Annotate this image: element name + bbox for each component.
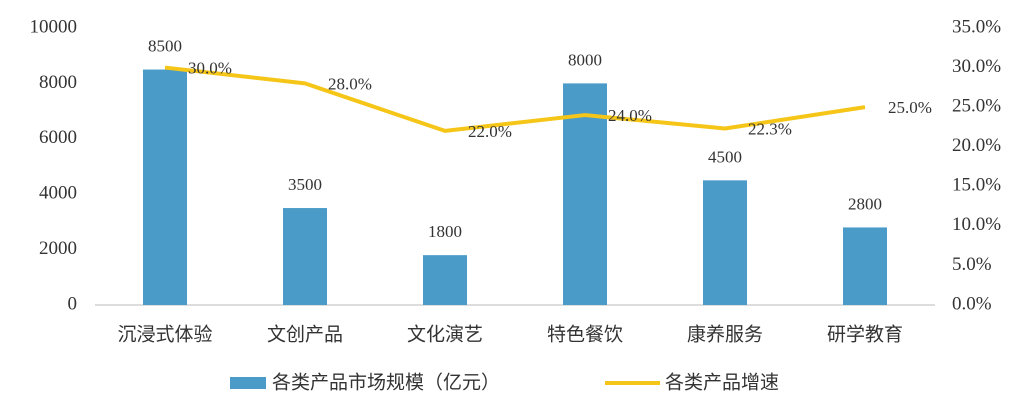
legend-label: 各类产品增速 xyxy=(665,371,779,393)
bar xyxy=(563,83,607,306)
bar-value-label: 1800 xyxy=(428,222,462,241)
x-tick-label: 文创产品 xyxy=(267,323,343,345)
y2-tick-label: 35.0% xyxy=(952,16,1001,37)
bar xyxy=(283,208,327,305)
line-value-label: 30.0% xyxy=(188,58,232,77)
y2-tick-label: 25.0% xyxy=(952,96,1001,117)
y2-tick-label: 20.0% xyxy=(952,135,1001,156)
x-tick-label: 沉浸式体验 xyxy=(117,323,212,345)
y-tick-label: 8000 xyxy=(39,72,77,93)
y-tick-label: 4000 xyxy=(39,183,77,204)
bar-value-label: 4500 xyxy=(708,147,742,166)
y-tick-label: 2000 xyxy=(39,238,77,259)
bar xyxy=(703,180,747,305)
y-tick-label: 0 xyxy=(68,293,78,314)
x-tick-label: 康养服务 xyxy=(687,323,763,345)
line-value-label: 28.0% xyxy=(328,74,372,93)
y2-tick-label: 5.0% xyxy=(952,254,992,275)
bar xyxy=(143,69,187,305)
line xyxy=(164,65,866,133)
y-tick-label: 6000 xyxy=(39,127,77,148)
y-tick-label: 10000 xyxy=(30,16,78,37)
y2-tick-label: 10.0% xyxy=(952,214,1001,235)
bar xyxy=(843,227,887,305)
y2-tick-label: 15.0% xyxy=(952,175,1001,196)
bar-value-label: 8000 xyxy=(568,50,602,69)
line-value-label: 25.0% xyxy=(888,98,932,117)
legend-label: 各类产品市场规模（亿元） xyxy=(272,371,500,393)
bar-value-label: 3500 xyxy=(288,175,322,194)
y2-tick-label: 30.0% xyxy=(952,56,1001,77)
bar xyxy=(423,255,467,305)
line-value-label: 22.0% xyxy=(468,122,512,141)
bar-value-label: 8500 xyxy=(148,36,182,55)
bar-value-label: 2800 xyxy=(848,194,882,213)
x-tick-label: 特色餐饮 xyxy=(547,323,623,345)
x-tick-label: 研学教育 xyxy=(827,323,903,345)
line-value-label: 24.0% xyxy=(608,106,652,125)
line-value-label: 22.3% xyxy=(748,119,792,138)
x-tick-label: 文化演艺 xyxy=(407,323,483,345)
y2-tick-label: 0.0% xyxy=(952,293,992,314)
legend-swatch xyxy=(230,377,266,389)
